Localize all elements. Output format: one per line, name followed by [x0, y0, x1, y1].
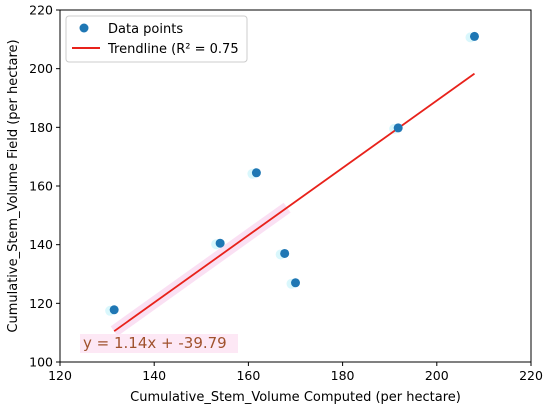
- x-tick-label: 200: [425, 368, 449, 383]
- legend-label-data-points: Data points: [108, 22, 183, 37]
- legend-label-trendline: Trendline (R² = 0.75: [107, 42, 239, 57]
- trendline: [113, 72, 476, 332]
- data-point: [109, 305, 119, 315]
- data-point: [291, 278, 300, 288]
- y-tick-label: 160: [29, 179, 53, 194]
- y-tick-label: 180: [29, 120, 53, 135]
- data-points-layer: [109, 31, 479, 315]
- x-tick-label: 160: [236, 368, 260, 383]
- data-point: [280, 248, 290, 258]
- y-tick-label: 140: [29, 237, 53, 252]
- data-point: [215, 238, 225, 248]
- x-tick-label: 140: [142, 368, 166, 383]
- y-tick-label: 200: [29, 61, 53, 76]
- x-tick-label: 180: [331, 368, 355, 383]
- equation-annotation: y = 1.14x + -39.79: [83, 334, 227, 352]
- x-tick-label: 220: [519, 368, 543, 383]
- y-axis-label: Cumulative_Stem_Volume Field (per hectar…: [6, 39, 21, 332]
- plot-background: [60, 10, 531, 362]
- legend-box: [65, 15, 248, 63]
- x-axis-label: Cumulative_Stem_Volume Computed (per hec…: [130, 390, 461, 405]
- legend: Data points Trendline (R² = 0.75: [65, 15, 248, 63]
- legend-marker-data-points: [79, 23, 89, 33]
- equation-highlight: [80, 334, 238, 353]
- data-point: [393, 123, 403, 133]
- x-axis-ticks: 120 140 160 180 200 220: [48, 362, 543, 383]
- data-point: [251, 168, 261, 178]
- y-tick-label: 220: [29, 3, 53, 18]
- y-tick-label: 120: [29, 296, 53, 311]
- x-tick-label: 120: [48, 368, 72, 383]
- trendline-layer: [113, 72, 476, 332]
- data-point: [469, 31, 479, 41]
- y-axis-ticks: 100 120 140 160 180 200 220: [29, 3, 60, 370]
- y-tick-label: 100: [29, 355, 53, 370]
